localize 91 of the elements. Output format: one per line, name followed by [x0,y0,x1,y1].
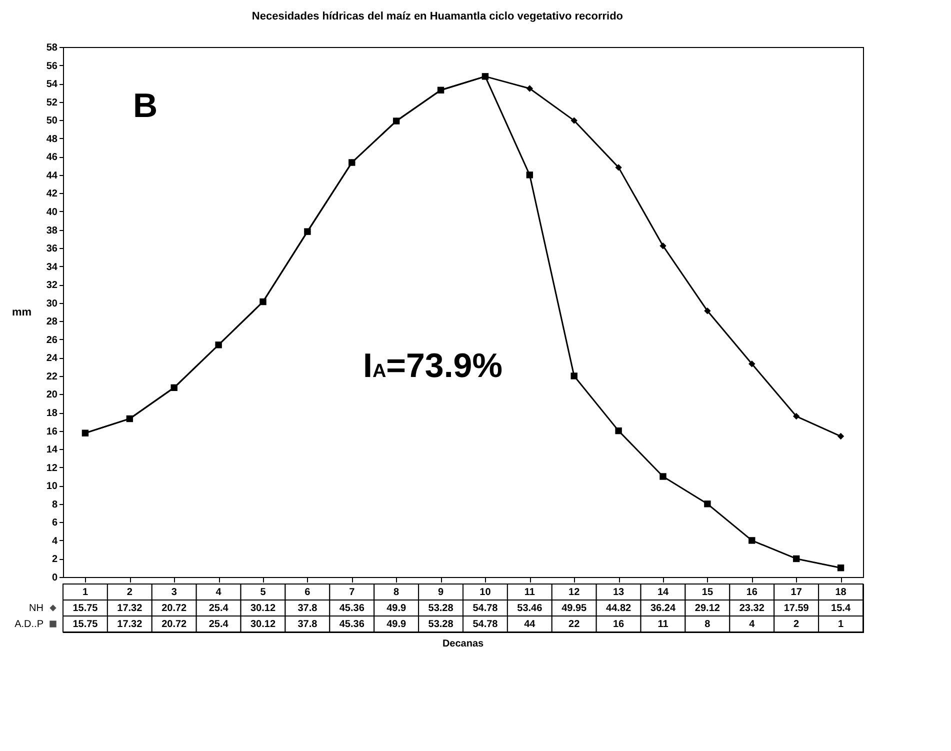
data-label: 30.12 [250,619,276,630]
data-label: 16 [612,619,625,630]
y-tick-label: 34 [46,262,58,273]
y-tick-label: 38 [46,225,58,236]
y-tick-label: 14 [46,444,58,456]
data-label: 44 [524,619,536,630]
data-label: 17.32 [117,603,143,614]
data-label: 17.32 [117,619,143,630]
data-label: 49.95 [562,603,588,614]
x-tick-label: 9 [438,587,444,598]
y-tick-label: 42 [46,188,58,200]
x-tick-label: 5 [260,587,266,598]
data-label: 37.8 [298,619,318,630]
y-tick-label: 4 [52,536,58,547]
x-tick-label: 10 [480,587,492,598]
data-label: 45.36 [339,619,365,630]
data-label: 4 [749,619,756,630]
y-tick-label: 18 [46,408,58,420]
y-tick-label: 2 [52,554,58,566]
y-tick-label: 22 [46,371,58,382]
x-tick-label: 16 [746,587,758,598]
data-label: 53.28 [428,603,454,614]
y-tick-label: 52 [46,97,58,108]
x-tick-label: 2 [126,587,133,598]
legend-label: A.D..P [14,619,44,630]
y-axis-title: mm [12,306,32,318]
annotation: B [133,87,158,125]
data-label: 15.75 [72,619,98,630]
data-label: 25.4 [208,603,229,614]
y-tick-label: 20 [46,390,58,401]
data-label: 45.36 [339,603,365,614]
x-tick-label: 17 [790,587,802,598]
x-tick-label: 8 [394,587,400,598]
x-tick-label: 15 [702,587,714,598]
data-label: 30.12 [250,603,276,614]
data-label: 2 [794,619,800,630]
data-label: 29.12 [694,603,720,614]
x-tick-label: 4 [216,587,222,598]
data-label: 49.9 [386,619,406,630]
data-label: 1 [838,619,844,630]
y-tick-label: 48 [46,134,58,145]
y-tick-label: 16 [46,426,58,438]
y-tick-label: 56 [46,60,58,72]
y-tick-label: 58 [46,42,58,54]
y-tick-label: 50 [46,116,58,127]
y-tick-label: 40 [46,206,58,218]
y-tick-label: 6 [52,518,58,529]
legend-label: NH [29,603,44,614]
data-label: 22 [568,619,580,630]
data-label: 25.4 [208,619,229,630]
y-tick-label: 24 [46,353,58,364]
x-tick-label: 6 [304,587,311,598]
data-label: 15.75 [72,603,98,614]
x-tick-label: 7 [349,587,356,598]
data-label: 53.28 [428,619,454,630]
data-label: 44.82 [606,603,632,614]
data-label: 17.59 [784,603,810,614]
x-tick-label: 13 [612,587,625,598]
x-tick-label: 18 [835,587,847,598]
x-tick-label: 1 [82,587,88,598]
y-tick-label: 8 [52,499,58,510]
y-tick-label: 26 [46,334,58,346]
data-label: 20.72 [162,619,188,630]
data-label: 20.72 [162,603,188,614]
x-tick-label: 14 [657,587,669,598]
x-tick-label: 3 [171,587,178,598]
y-tick-label: 36 [46,244,58,255]
y-tick-label: 46 [46,152,58,164]
y-tick-label: 10 [46,481,58,492]
y-tick-label: 44 [46,170,58,182]
data-label: 54.78 [472,603,498,614]
data-label: 8 [704,619,711,630]
data-label: 37.8 [298,603,318,614]
data-label: 49.9 [386,603,406,614]
data-label: 11 [658,619,669,630]
y-tick-label: 28 [46,316,58,328]
y-tick-label: 30 [46,298,58,310]
x-axis-title: Decanas [442,638,484,650]
data-label: 23.32 [739,603,765,614]
y-tick-label: 12 [46,462,58,474]
x-tick-label: 12 [568,587,580,598]
y-tick-label: 54 [46,79,58,90]
annotation: IA=73.9% [363,347,502,385]
chart-title: Necesidades hídricas del maíz en Huamantla ciclo vegetativo recorrido [252,10,624,22]
data-label: 36.24 [650,603,676,614]
y-tick-label: 32 [46,280,58,292]
data-label: 53.46 [517,603,543,614]
y-tick-label: 0 [52,572,58,584]
x-tick-label: 11 [524,587,536,598]
data-label: 15.4 [831,603,851,614]
data-label: 54.78 [472,619,498,630]
